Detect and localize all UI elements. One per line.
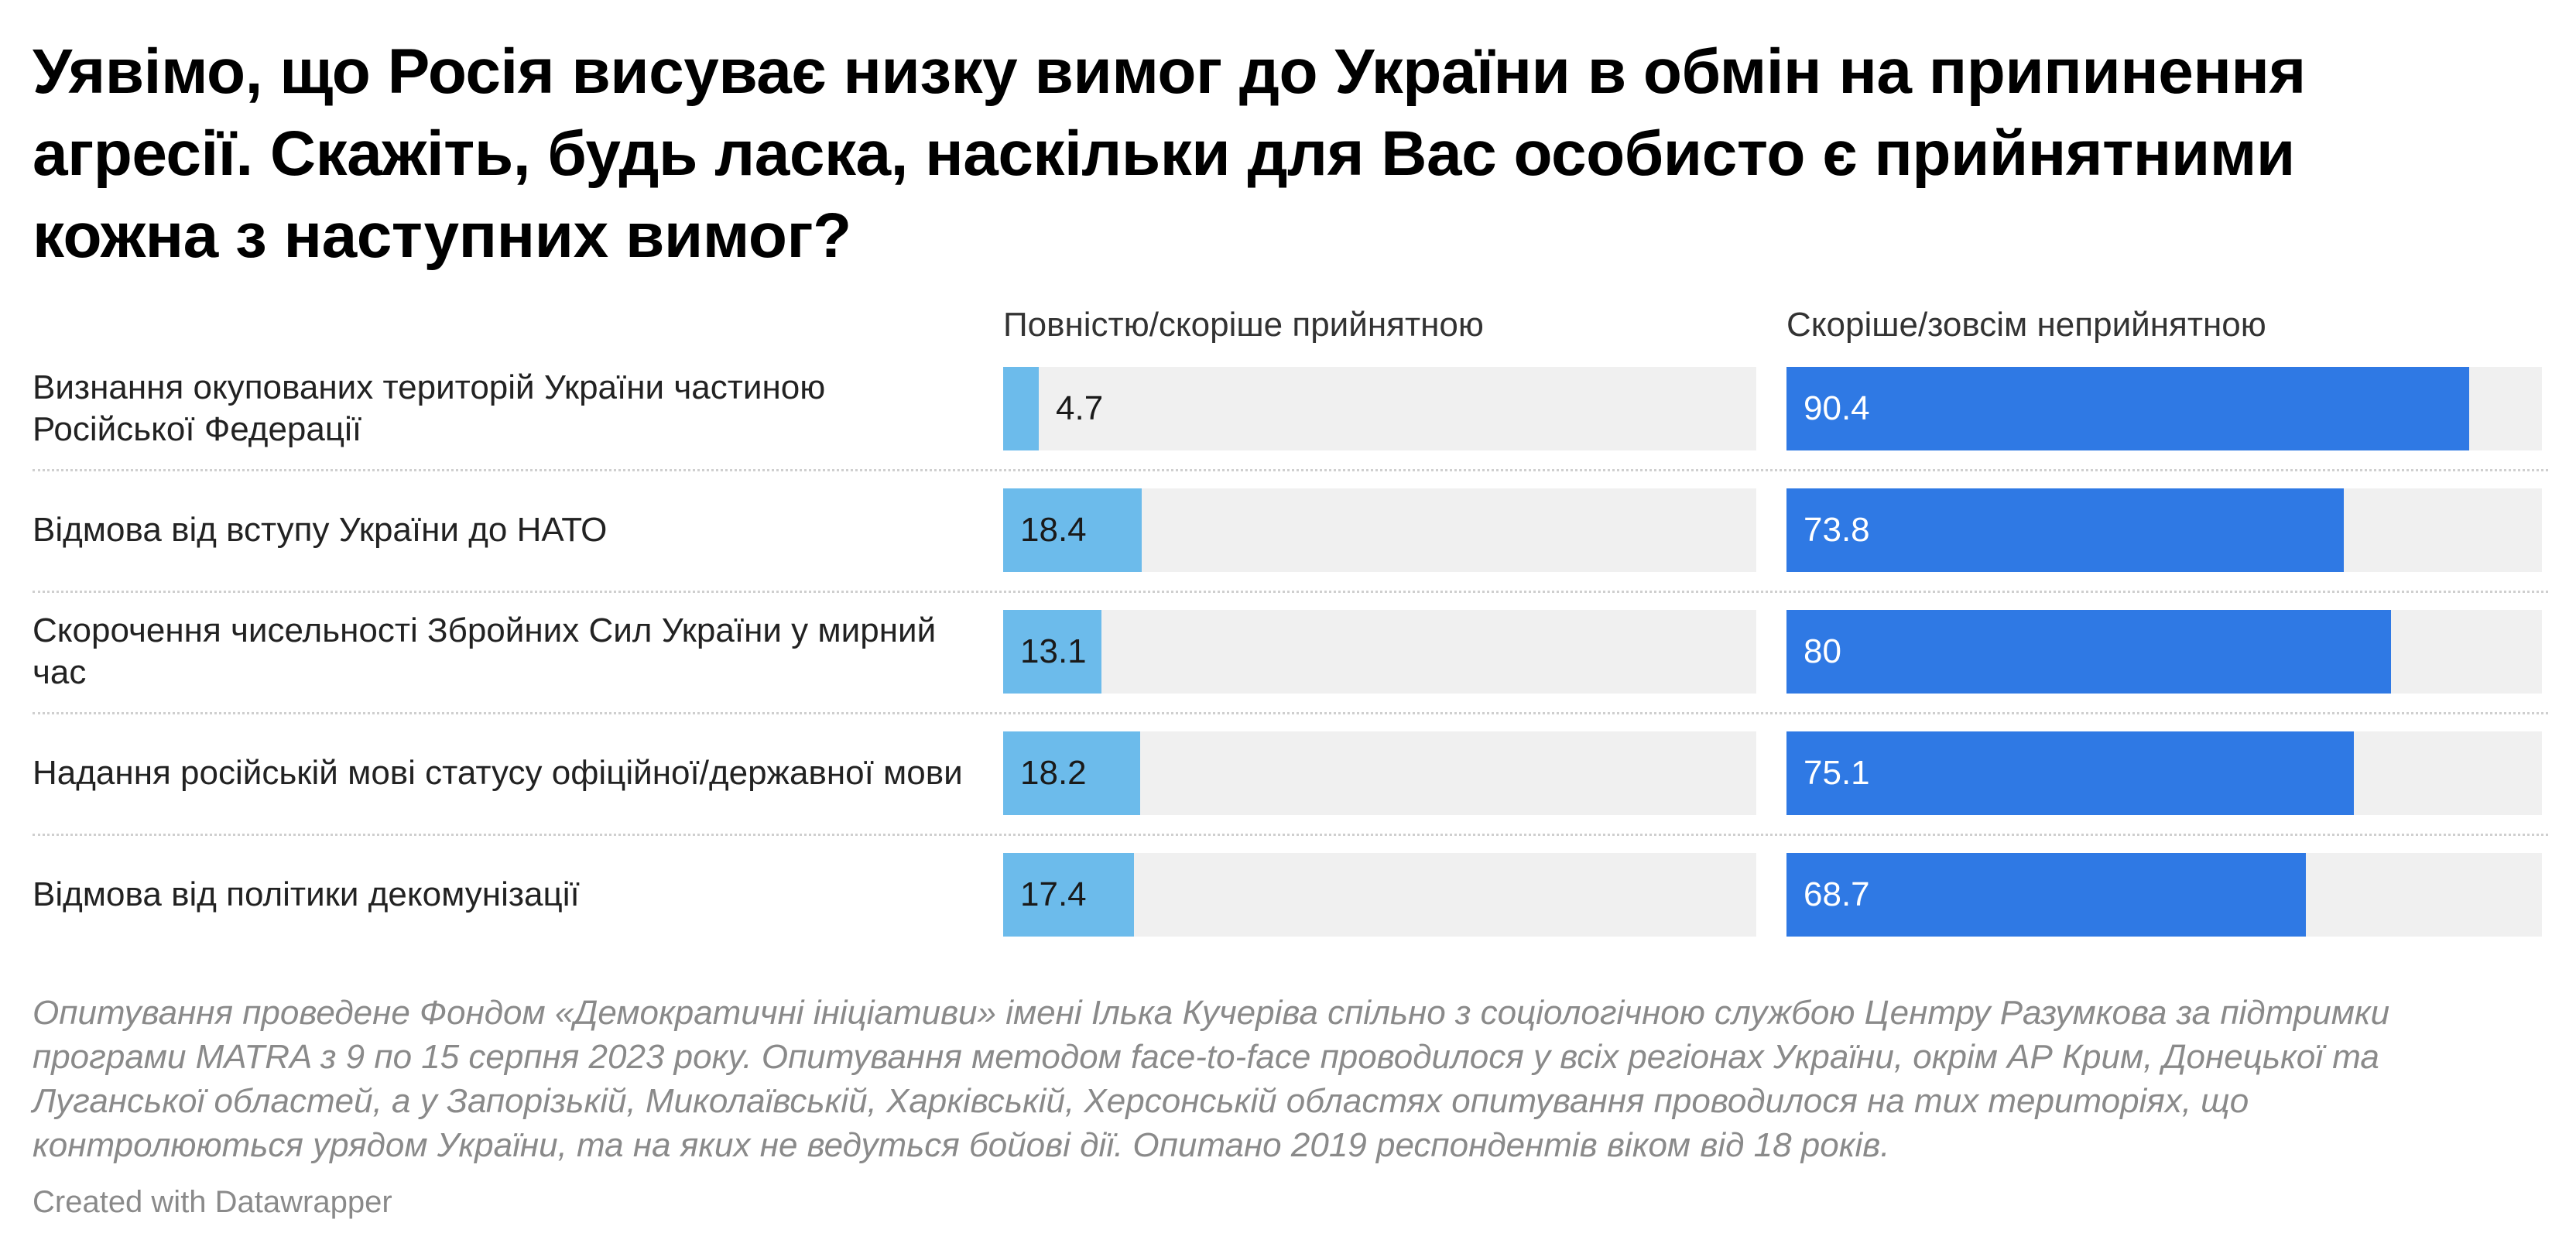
bar-track-right: 90.4	[1786, 367, 2542, 450]
data-label-left: 18.2	[1020, 754, 1087, 792]
category-label: Надання російській мові статусу офіційно…	[33, 754, 963, 792]
bar-track-left: 17.4	[1003, 853, 1756, 937]
series-header-acceptable: Повністю/скоріше прийнятною	[1003, 306, 1484, 344]
row-separator	[33, 712, 2548, 714]
bar-right[interactable]	[1786, 731, 2354, 815]
category-label: Скорочення чисельності Збройних Сил Укра…	[33, 611, 937, 691]
data-label-right: 68.7	[1804, 875, 1870, 913]
bar-track-left: 4.7	[1003, 367, 1756, 450]
data-label-right: 73.8	[1804, 511, 1870, 549]
data-label-right: 80	[1804, 632, 1841, 670]
data-label-right: 75.1	[1804, 754, 1870, 792]
bar-right[interactable]	[1786, 488, 2344, 572]
bar-track-right: 73.8	[1786, 488, 2542, 572]
category-label: Відмова від політики декомунізації	[33, 875, 580, 913]
chart-title: Уявімо, що Росія висуває низку вимог до …	[33, 36, 2306, 271]
bar-right[interactable]	[1786, 367, 2469, 450]
chart-notes: Опитування проведене Фондом «Демократичн…	[33, 994, 2390, 1164]
data-label-left: 13.1	[1020, 632, 1087, 670]
bar-track-left: 13.1	[1003, 610, 1756, 694]
data-label-left: 18.4	[1020, 511, 1087, 549]
bar-right[interactable]	[1786, 853, 2306, 937]
bar-left[interactable]	[1003, 367, 1039, 450]
bar-track-right: 80	[1786, 610, 2542, 694]
bar-left[interactable]	[1003, 610, 1101, 694]
data-label-left: 4.7	[1056, 389, 1104, 427]
bar-track-right: 75.1	[1786, 731, 2542, 815]
series-header-unacceptable: Скоріше/зовсім неприйнятною	[1786, 306, 2266, 344]
category-label: Відмова від вступу України до НАТО	[33, 511, 608, 549]
bar-left[interactable]	[1003, 488, 1142, 572]
bar-left[interactable]	[1003, 853, 1134, 937]
bar-track-left: 18.2	[1003, 731, 1756, 815]
data-label-right: 90.4	[1804, 389, 1870, 427]
bar-left[interactable]	[1003, 731, 1140, 815]
datawrapper-credit[interactable]: Created with Datawrapper	[33, 1185, 392, 1219]
bar-right[interactable]	[1786, 610, 2391, 694]
row-separator	[33, 834, 2548, 836]
bar-track-right: 68.7	[1786, 853, 2542, 937]
bar-track-left: 18.4	[1003, 488, 1756, 572]
data-label-left: 17.4	[1020, 875, 1087, 913]
category-label: Визнання окупованих територій України ча…	[33, 368, 826, 448]
row-separator	[33, 469, 2548, 471]
row-separator	[33, 591, 2548, 593]
